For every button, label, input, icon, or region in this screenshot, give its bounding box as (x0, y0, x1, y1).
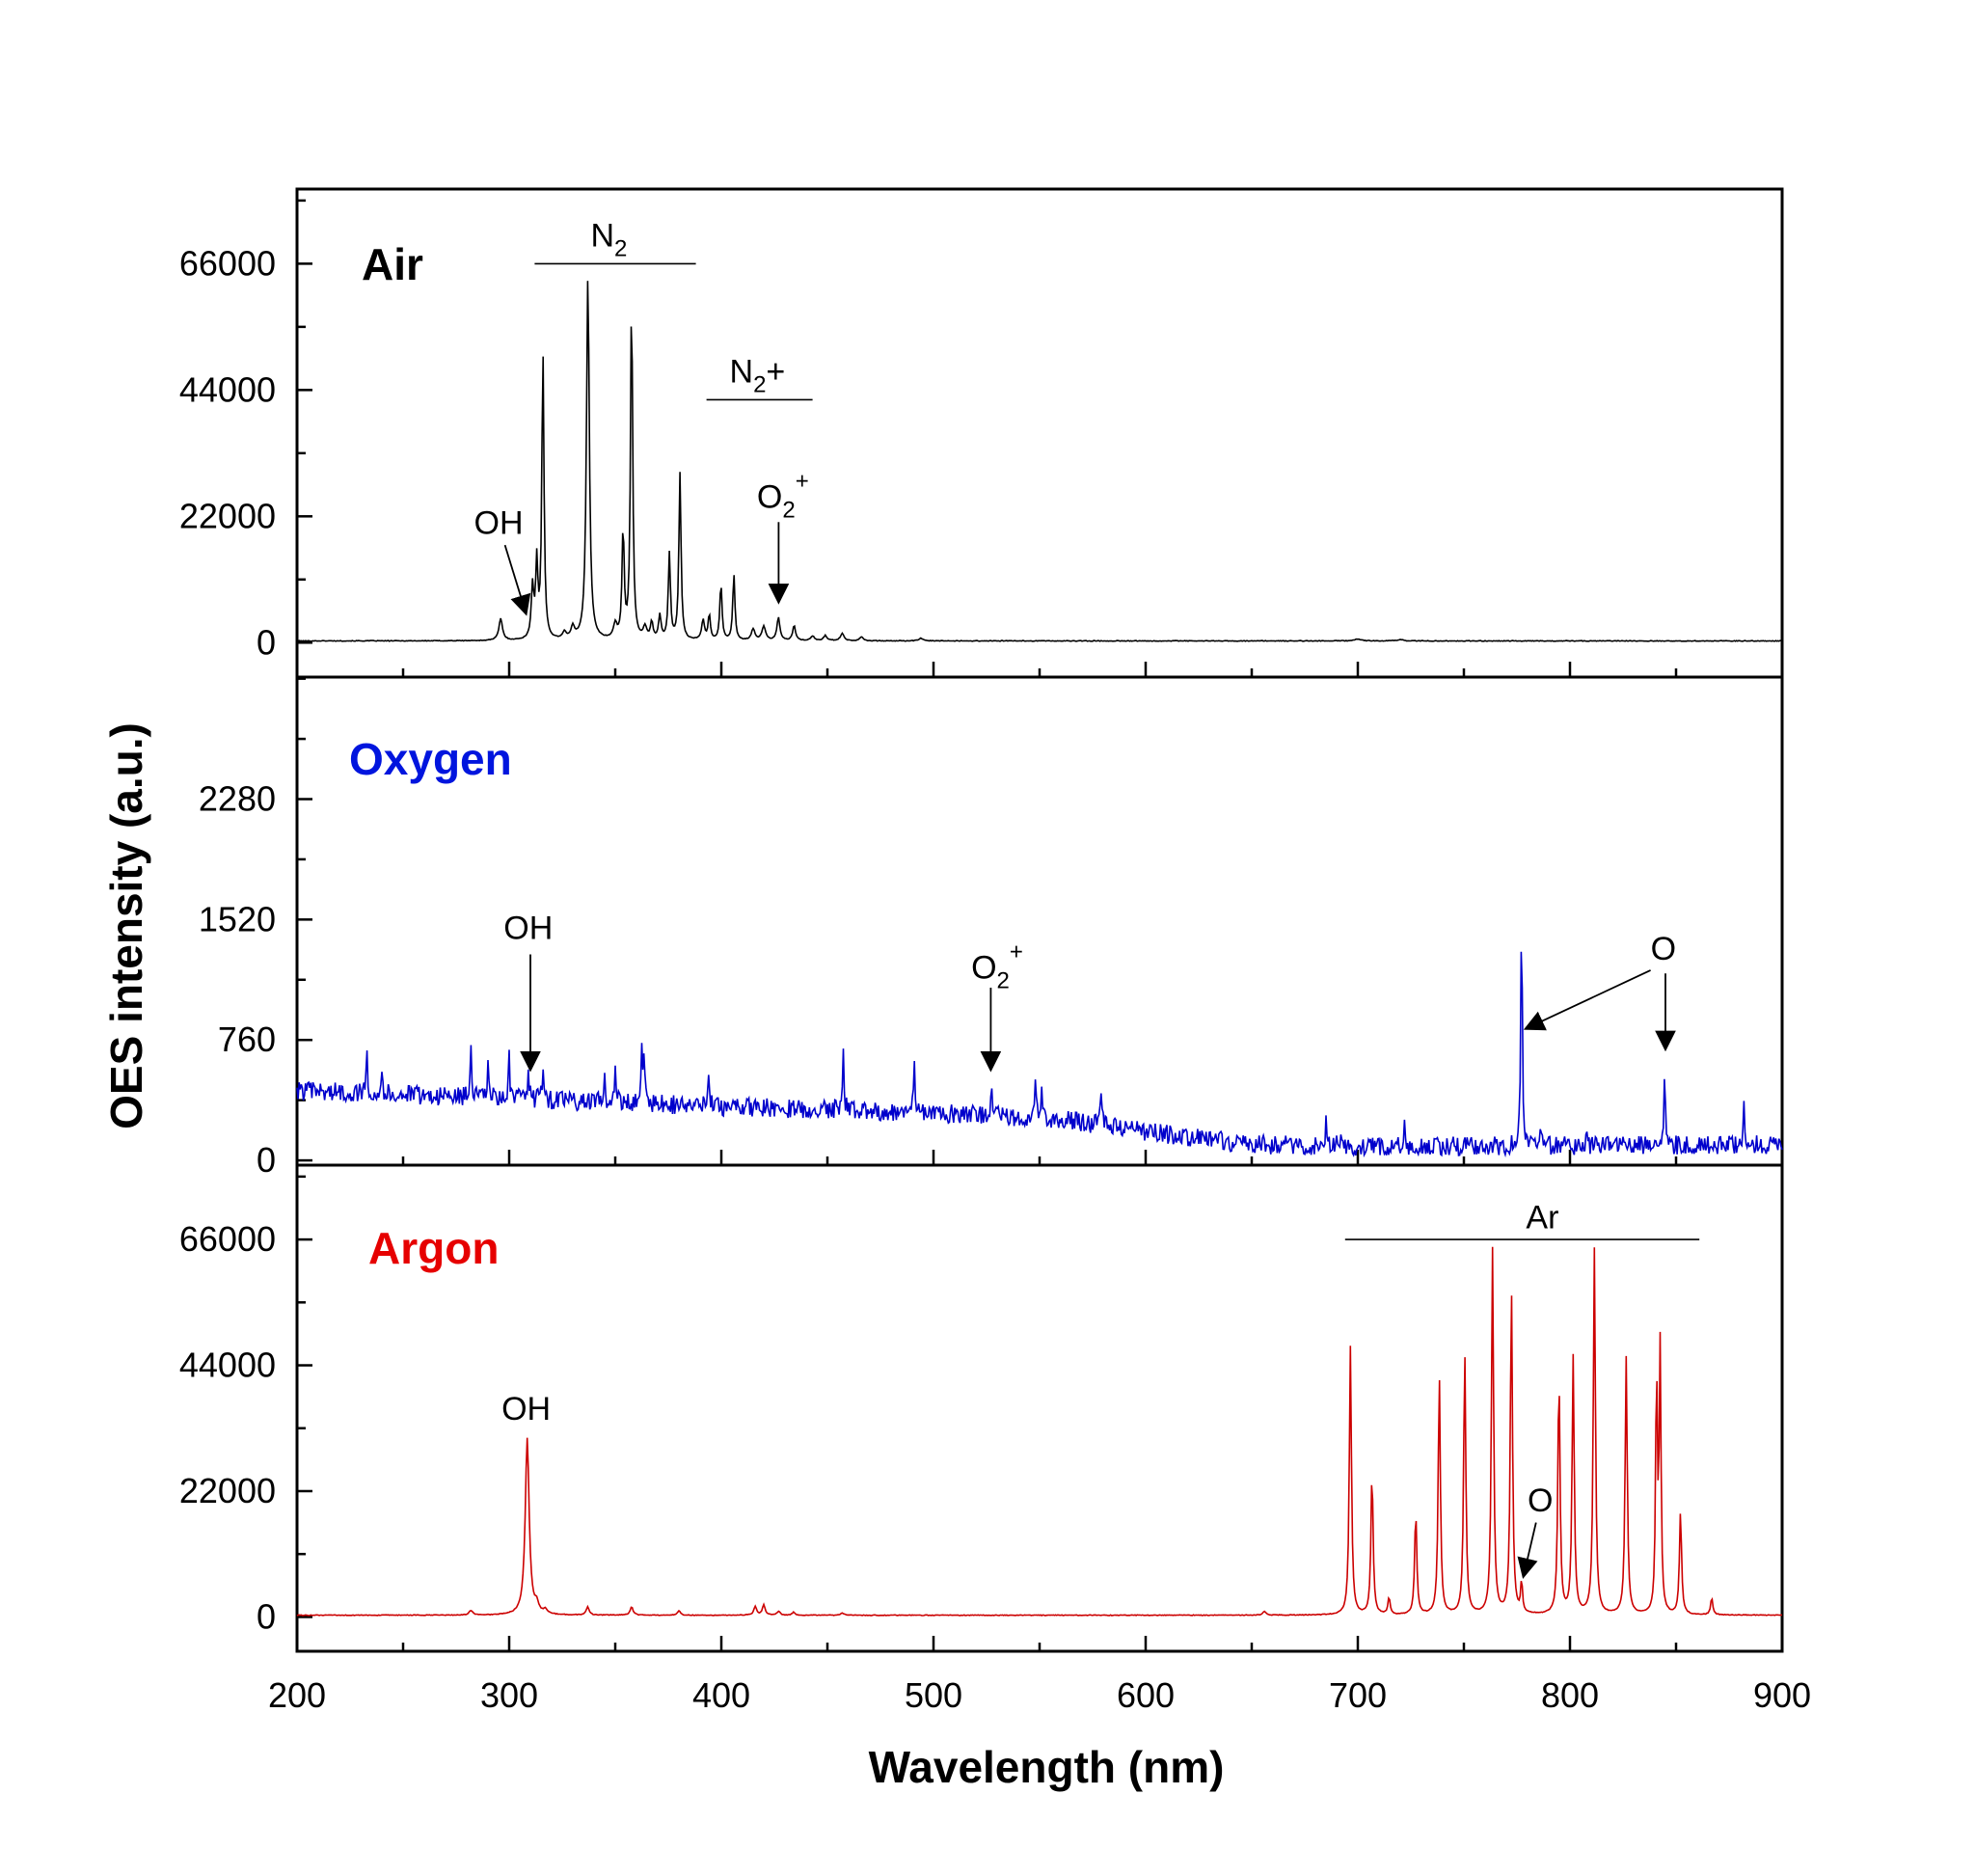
y-tick-label: 1520 (199, 899, 276, 938)
annotation-label: OH (474, 504, 524, 541)
x-tick-label: 600 (1117, 1675, 1175, 1715)
panel-argon: 0 22000 44000 66000 Argon Ar OH O 200 300 400 500 60… (179, 1163, 1811, 1715)
y-tick-label: 44000 (179, 1346, 276, 1385)
annotation-arrow (1523, 969, 1651, 1031)
panel-oxygen: 0 760 1520 2280 Oxygen OH O2+ O (199, 675, 1784, 1180)
annotation-label: O (1651, 931, 1676, 967)
annotation-label: N2 (590, 218, 627, 262)
x-tick-label: 200 (268, 1675, 326, 1715)
x-tick-label: 900 (1753, 1675, 1811, 1715)
plot-layer: 0 22000 44000 66000 Air N2 N2+ OH O2+ 0 760 1520 228… (179, 187, 1811, 1715)
y-tick-label: 0 (257, 1596, 276, 1636)
annotation-label: OH (501, 1391, 551, 1427)
annotation-label: O2+ (757, 468, 809, 523)
y-tick-label: 66000 (179, 1219, 276, 1259)
y-tick-label: 66000 (179, 243, 276, 283)
x-tick-label: 500 (905, 1675, 962, 1715)
annotation-label: O2+ (971, 939, 1023, 994)
x-tick-label: 300 (480, 1675, 538, 1715)
x-axis-title: Wavelength (nm) (869, 1742, 1225, 1792)
spectrum-line-oxygen (296, 951, 1783, 1158)
y-tick-label: 0 (257, 1140, 276, 1180)
y-tick-label: 22000 (179, 496, 276, 535)
panel-air: 0 22000 44000 66000 Air N2 N2+ OH O2+ (179, 187, 1784, 679)
panel-title-oxygen: Oxygen (349, 734, 512, 784)
spectrum-line-argon (296, 1246, 1783, 1617)
annotation-label: OH (503, 911, 553, 947)
panel-title-air: Air (362, 239, 423, 289)
panel-title-argon: Argon (368, 1223, 499, 1273)
x-tick-label: 800 (1541, 1675, 1599, 1715)
y-tick-label: 22000 (179, 1471, 276, 1510)
annotation-label: N2+ (730, 354, 786, 398)
annotation-arrow (1517, 1522, 1538, 1580)
annotation-label: O (1528, 1482, 1553, 1519)
annotation-label: Ar (1526, 1199, 1558, 1236)
x-tick-label: 400 (692, 1675, 750, 1715)
x-tick-label: 700 (1329, 1675, 1387, 1715)
y-tick-label: 2280 (199, 779, 276, 819)
annotation-arrow (503, 544, 531, 616)
y-tick-label: 760 (218, 1020, 276, 1059)
panel-frame (295, 187, 1784, 679)
spectrum-line-air (296, 281, 1782, 642)
y-axis-title: OES intensity (a.u.) (101, 722, 151, 1129)
y-tick-label: 44000 (179, 369, 276, 409)
y-tick-label: 0 (257, 622, 276, 662)
